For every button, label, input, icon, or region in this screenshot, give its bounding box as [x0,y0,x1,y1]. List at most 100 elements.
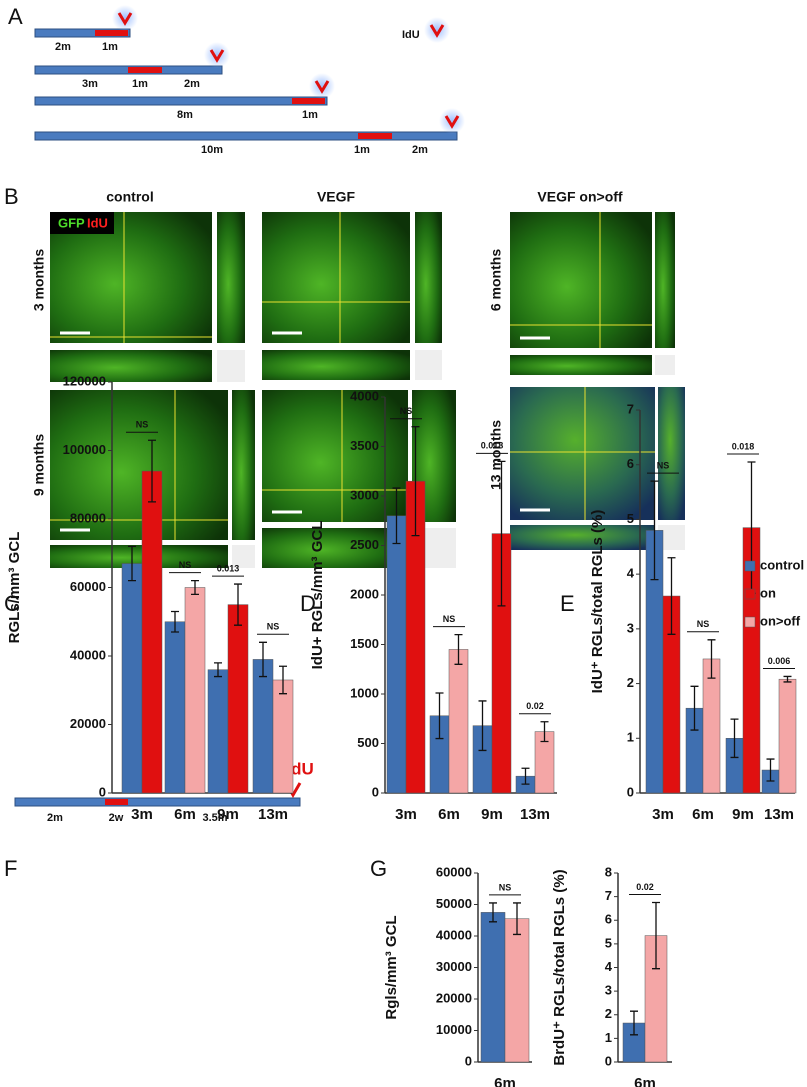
error-bar [540,721,549,743]
y-tick-label: 5 [605,935,612,950]
column-title: VEGF [317,189,356,205]
micrograph [217,212,245,343]
micrograph [510,212,652,348]
error-bar [435,692,444,740]
micrograph [658,387,685,520]
error-bar [191,580,199,595]
channel-box [50,212,114,234]
y-tick-label: 6 [627,456,634,471]
y-tick-label: 20000 [436,990,472,1005]
error-bar [650,480,659,581]
micrograph [262,528,408,568]
y-tick-label: 1000 [350,685,379,700]
panel-label: E [560,591,575,616]
y-tick-label: 1500 [350,636,379,651]
chevron-glow [424,17,450,43]
micrograph [510,387,655,520]
y-tick-label: 2500 [350,537,379,552]
error-bar [630,1010,638,1036]
chevron [429,24,445,38]
micrograph [415,212,442,343]
panel-label: C [4,591,20,616]
column-title: VEGF on>off [537,189,623,205]
y-tick-label: 4 [627,566,635,581]
x-tick-label: 6m [634,1075,656,1087]
legend-label: IdU [402,29,420,41]
chevron-glow [112,5,138,31]
y-tick-label: 20000 [70,716,106,731]
y-tick-label: 4000 [350,388,379,403]
y-tick-label: 0 [372,784,379,799]
y-tick-label: 5 [627,511,634,526]
y-tick-label: 50000 [436,896,472,911]
x-tick-label: 9m [217,806,239,823]
y-tick-label: 0 [627,784,634,799]
y-tick-label: 3000 [350,487,379,502]
y-tick-label: 40000 [70,647,106,662]
bar [480,912,506,1063]
y-tick-label: 30000 [436,959,472,974]
error-bar [279,665,287,695]
segment-label: 1m [102,41,118,53]
channel-label: GFP [58,215,85,230]
timeline-pulse [95,30,128,36]
significance-label: NS [443,614,456,624]
gray-corner [655,355,675,375]
significance-label: NS [179,560,192,570]
y-tick-label: 7 [605,888,612,903]
error-bar [707,639,716,679]
channel-label: IdU [87,215,108,230]
legend-swatch [744,616,756,628]
error-bar [259,641,267,678]
error-bar [234,583,242,626]
legend-label: control [760,557,804,572]
bar [504,918,530,1063]
y-tick-label: 2 [605,1006,612,1021]
x-tick-label: 13m [258,806,288,823]
y-tick-label: 2000 [350,586,379,601]
y-axis-label: Rgls/mm³ GCL [383,915,400,1019]
x-tick-label: 6m [174,806,196,823]
timeline-pulse [292,98,325,104]
timeline [14,797,301,807]
x-tick-label: 6m [692,806,714,823]
micrograph [232,390,255,540]
panel-label: B [4,184,19,209]
error-bar [690,685,699,731]
bar [141,470,163,794]
micrograph [510,355,652,375]
bar [448,649,469,794]
row-label: 6 months [488,249,504,311]
chevron-glow [309,73,335,99]
error-bar [214,662,222,678]
timeline [34,131,458,141]
bar [252,659,274,794]
y-axis-label: IdU+ RGLs/mm³ GCL [309,521,326,670]
y-tick-label: 2 [627,675,634,690]
panel-label: A [8,4,23,29]
y-tick-label: 500 [357,735,379,750]
legend-label: on>off [760,613,801,628]
legend-label: on [760,585,776,600]
column-title: control [106,189,153,205]
x-tick-label: 3m [652,806,674,823]
chevron [444,115,460,129]
significance-label: 0.02 [636,882,654,892]
bar [207,669,229,794]
micrograph [262,390,408,522]
panel-label: F [4,856,17,881]
micrograph [655,212,675,348]
y-tick-label: 6 [605,912,612,927]
error-bar [766,758,775,782]
timeline-pulse [358,133,392,139]
y-axis-label: IdU⁺ RGLs/total RGLs (%) [589,510,606,694]
bar [778,678,797,794]
segment-label: 2m [55,41,71,53]
segment-label: 1m [302,109,318,121]
chevron-glow [204,42,230,68]
error-bar [489,902,497,923]
panel-label: G [370,856,387,881]
segment-label: 1m [354,144,370,156]
bar [164,621,186,794]
